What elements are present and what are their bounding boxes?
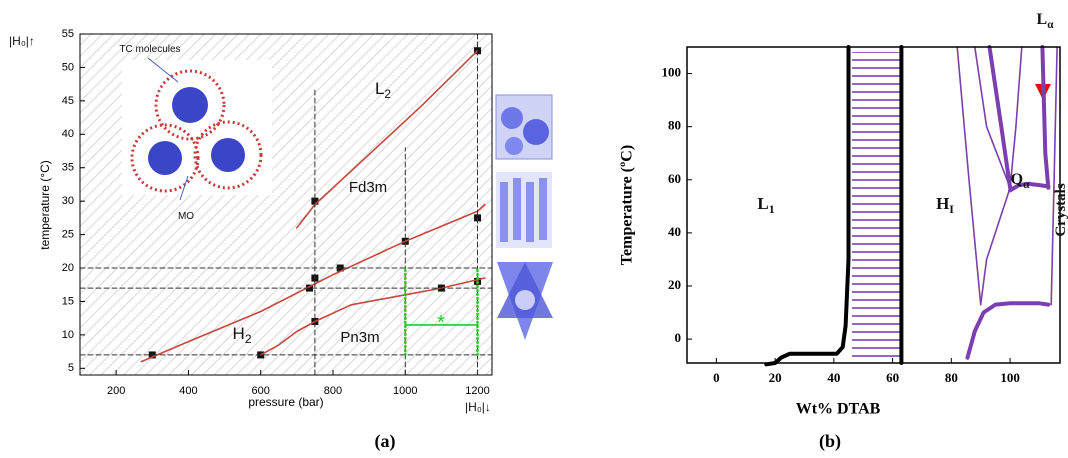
x-tick-label: 800 <box>324 385 342 397</box>
annotation: Lα <box>1037 11 1055 31</box>
x-tick-label: 80 <box>945 370 958 385</box>
x-axis-label: Wt% DTAB <box>796 401 881 418</box>
annotation-text: |H₀|↑ <box>9 34 35 48</box>
annotation: |H₀|↑ <box>9 34 35 48</box>
annotation-text: Fd3m <box>349 179 387 196</box>
annotation-text: MO <box>178 211 194 222</box>
y-tick-label: 20 <box>62 262 74 274</box>
y-axis-label: temperature (°C) <box>38 160 52 250</box>
x-tick-label: 60 <box>886 370 899 385</box>
y-tick-label: 10 <box>62 329 74 341</box>
figure: 5101520253035404550552004006008001000120… <box>0 0 1068 458</box>
y-tick-label: 60 <box>668 171 681 186</box>
x-tick-label: 400 <box>179 385 197 397</box>
annotation-text: Q <box>1011 171 1023 188</box>
series-line <box>1010 47 1022 188</box>
series-line <box>1042 47 1048 188</box>
y-tick-label: 45 <box>62 95 74 107</box>
structure-icons <box>496 95 553 340</box>
panel-label: (b) <box>819 431 841 452</box>
annotation-text: L <box>1037 11 1048 28</box>
annotation: L1 <box>757 194 774 216</box>
series-line <box>1051 47 1057 305</box>
annotation-text: Pn3m <box>340 329 379 346</box>
annotation-subscript: α <box>1047 18 1054 30</box>
annotation-text: L <box>757 194 768 213</box>
x-tick-label: 20 <box>769 370 782 385</box>
y-tick-label: 55 <box>62 28 74 40</box>
y-tick-label: 25 <box>62 228 74 240</box>
annotation-subscript: α <box>1023 178 1030 190</box>
y-tick-label: 40 <box>62 128 74 140</box>
y-tick-label: 5 <box>68 362 74 374</box>
y-tick-label: 20 <box>668 277 681 292</box>
y-tick-label: 100 <box>662 65 682 80</box>
series-line <box>766 47 848 364</box>
annotation-text: |H₀|↓ <box>465 400 491 414</box>
series-line <box>981 188 1010 305</box>
y-tick-label: 50 <box>62 61 74 73</box>
annotation: Qα <box>1011 171 1030 191</box>
annotation-text: H <box>936 194 949 213</box>
x-tick-label: 40 <box>827 370 840 385</box>
annotation-text: H <box>233 324 245 343</box>
annotation-text: * <box>437 312 445 334</box>
molecule-inset <box>122 58 272 200</box>
annotation-subscript: 2 <box>384 87 391 101</box>
y-axis-label: Temperature (ºC) <box>619 145 636 265</box>
x-tick-label: 1000 <box>393 385 417 397</box>
x-tick-label: 1200 <box>465 385 489 397</box>
y-tick-label: 15 <box>62 295 74 307</box>
annotation: Pn3m <box>340 329 379 346</box>
annotation-subscript: 2 <box>245 332 252 346</box>
two-phase-hatch <box>852 52 902 358</box>
annotation: Fd3m <box>349 179 387 196</box>
annotation: * <box>437 312 445 334</box>
y-tick-label: 35 <box>62 162 74 174</box>
annotation: HI <box>936 194 954 216</box>
x-tick-label: 200 <box>107 385 125 397</box>
annotation: TC molecules <box>119 44 180 55</box>
y-tick-label: 0 <box>675 330 682 345</box>
y-tick-label: 80 <box>668 118 681 133</box>
annotation-subscript: 1 <box>769 202 775 216</box>
x-tick-label: 0 <box>713 370 720 385</box>
annotation: Crystals <box>1053 183 1068 236</box>
y-tick-label: 30 <box>62 195 74 207</box>
annotation-text: TC molecules <box>119 44 180 55</box>
y-tick-label: 40 <box>668 224 681 239</box>
annotation-text: Crystals <box>1053 183 1068 236</box>
series-line <box>968 303 1049 357</box>
x-axis-label: pressure (bar) <box>248 395 323 409</box>
x-tick-label: 100 <box>1000 370 1020 385</box>
annotation-text: L <box>375 79 384 98</box>
annotation: MO <box>178 211 194 222</box>
series-line <box>957 47 981 305</box>
annotation-subscript: I <box>949 202 954 216</box>
series-line <box>990 47 1011 188</box>
annotation: |H₀|↓ <box>465 400 491 414</box>
panel-label: (a) <box>375 431 396 452</box>
